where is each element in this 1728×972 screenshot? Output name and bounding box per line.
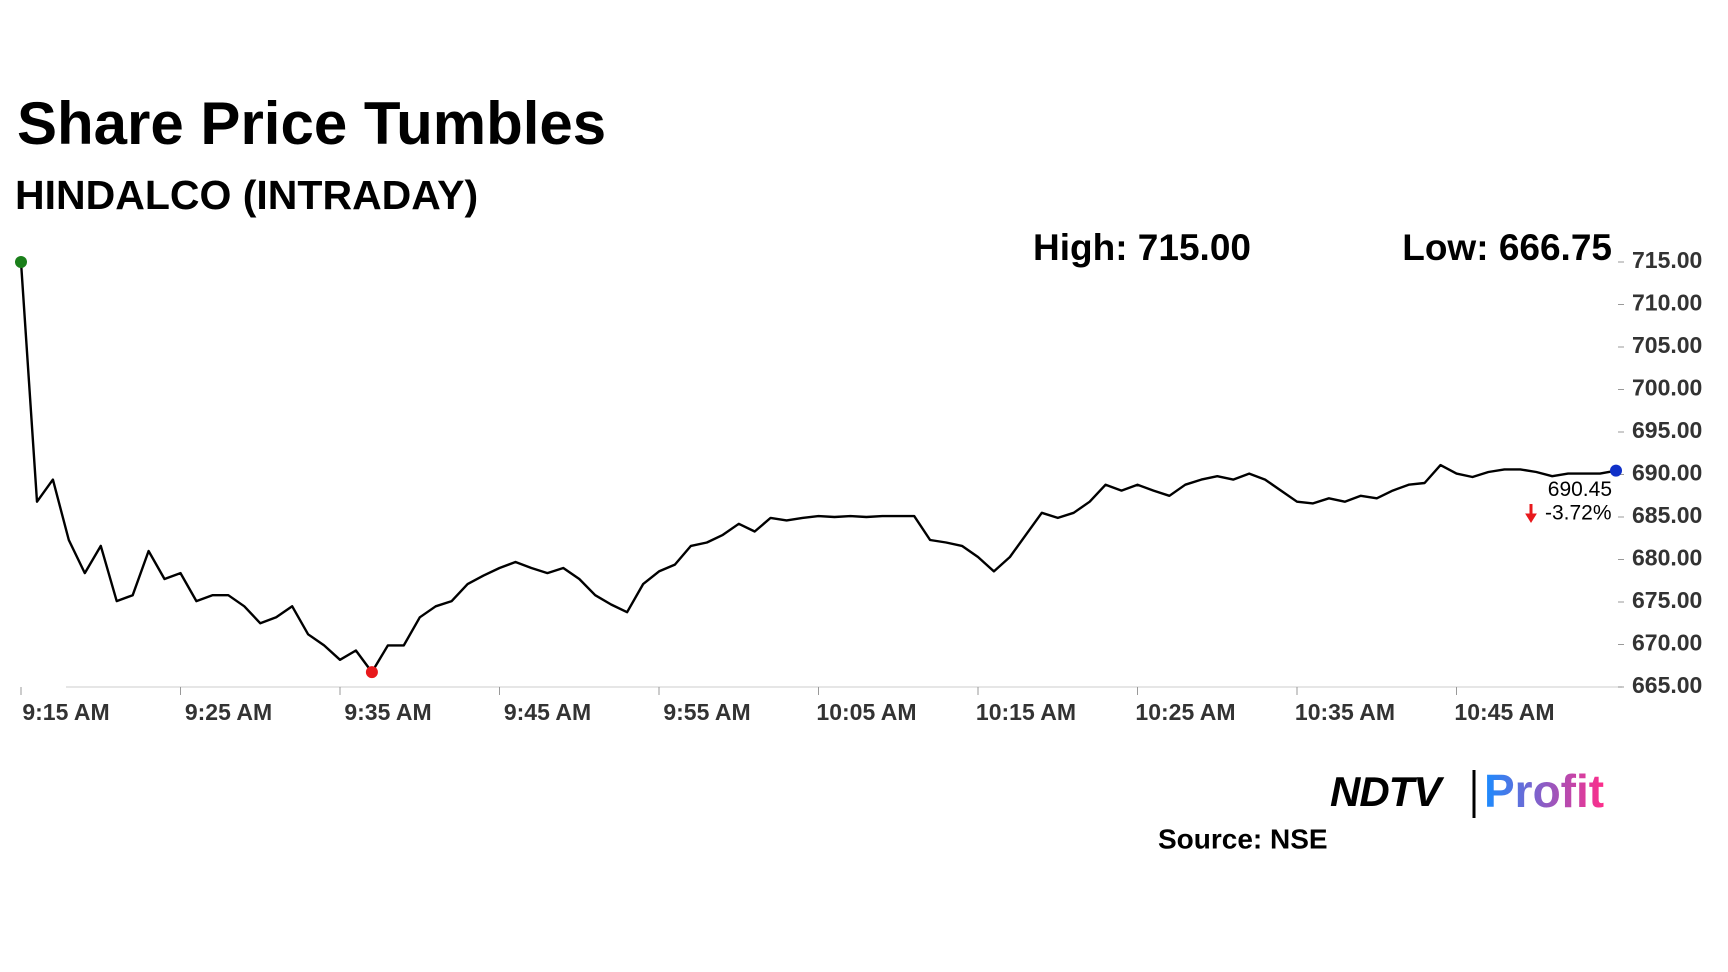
chart-title: Share Price Tumbles <box>17 90 606 157</box>
source: Source: NSE <box>1158 823 1328 854</box>
logo-left: NDTV <box>1330 768 1444 815</box>
x-tick-label: 10:45 AM <box>1454 699 1554 725</box>
low-label: Low: 666.75 <box>1402 227 1612 268</box>
x-tick-label: 9:25 AM <box>185 699 272 725</box>
y-tick-label: 670.00 <box>1632 630 1702 656</box>
y-tick-label: 675.00 <box>1632 587 1702 613</box>
y-tick-label: 685.00 <box>1632 502 1702 528</box>
y-tick-label: 695.00 <box>1632 417 1702 443</box>
x-tick-label: 9:35 AM <box>344 699 431 725</box>
x-tick-label: 10:15 AM <box>976 699 1076 725</box>
x-tick-label: 9:15 AM <box>22 699 109 725</box>
x-tick-label: 9:45 AM <box>504 699 591 725</box>
down-arrow <box>1525 504 1537 523</box>
y-tick-label: 690.00 <box>1632 460 1702 486</box>
y-tick-label: 680.00 <box>1632 545 1702 571</box>
low-marker <box>365 666 378 679</box>
last-value-label: 690.45 <box>1548 478 1612 501</box>
x-tick-label: 9:55 AM <box>663 699 750 725</box>
end-marker <box>1610 464 1622 477</box>
y-tick-label: 700.00 <box>1632 375 1702 401</box>
change-label: -3.72% <box>1545 502 1612 525</box>
x-tick-label: 10:35 AM <box>1295 699 1395 725</box>
y-tick-label: 715.00 <box>1632 247 1702 273</box>
x-tick-label: 10:25 AM <box>1135 699 1235 725</box>
price-line <box>19 261 1617 674</box>
x-tick-label: 10:05 AM <box>816 699 916 725</box>
high-label: High: 715.00 <box>1033 227 1251 268</box>
y-tick-label: 705.00 <box>1632 332 1702 358</box>
chart-subtitle: HINDALCO (INTRADAY) <box>15 172 478 218</box>
start-marker <box>15 256 27 268</box>
y-tick-label: 665.00 <box>1632 672 1702 698</box>
logo-right: Profit <box>1484 765 1604 817</box>
y-tick-label: 710.00 <box>1632 290 1702 316</box>
